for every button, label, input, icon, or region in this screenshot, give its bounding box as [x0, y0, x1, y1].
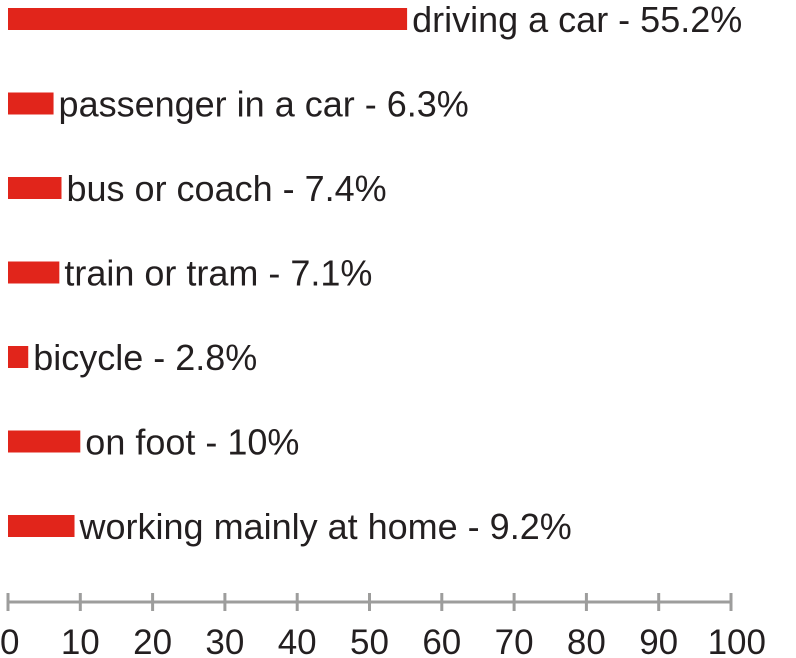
x-tick-label: 20 — [133, 623, 172, 658]
x-tick-label: 0 — [0, 623, 19, 658]
bar — [8, 92, 54, 115]
bar — [8, 346, 29, 368]
bar — [8, 515, 75, 537]
bar — [8, 8, 408, 30]
bar — [8, 177, 62, 199]
x-tick-label: 50 — [350, 623, 389, 658]
bars-group: driving a car - 55.2% passenger in a car … — [8, 0, 742, 547]
bar-label: bicycle - 2.8% — [33, 337, 257, 378]
bar-label: bus or coach - 7.4% — [67, 168, 387, 209]
bar-label: passenger in a car - 6.3% — [59, 84, 469, 125]
bar-label: driving a car - 55.2% — [412, 0, 742, 40]
bar-label: working mainly at home - 9.2% — [79, 506, 572, 547]
bar — [8, 430, 81, 453]
x-tick-label: 100 — [708, 623, 766, 658]
x-tick-label: 30 — [205, 623, 244, 658]
bar-label: train or tram - 7.1% — [64, 253, 372, 294]
x-tick-label: 90 — [639, 623, 678, 658]
x-tick-label: 80 — [567, 623, 606, 658]
x-tick-label: 60 — [422, 623, 461, 658]
bar-label: on foot - 10% — [85, 422, 299, 463]
x-tick-label: 10 — [61, 623, 100, 658]
bar — [8, 261, 60, 284]
x-tick-label: 70 — [495, 623, 534, 658]
x-axis: 0 10 20 30 40 50 60 70 80 90 100 — [0, 593, 766, 658]
x-tick-label: 40 — [278, 623, 317, 658]
